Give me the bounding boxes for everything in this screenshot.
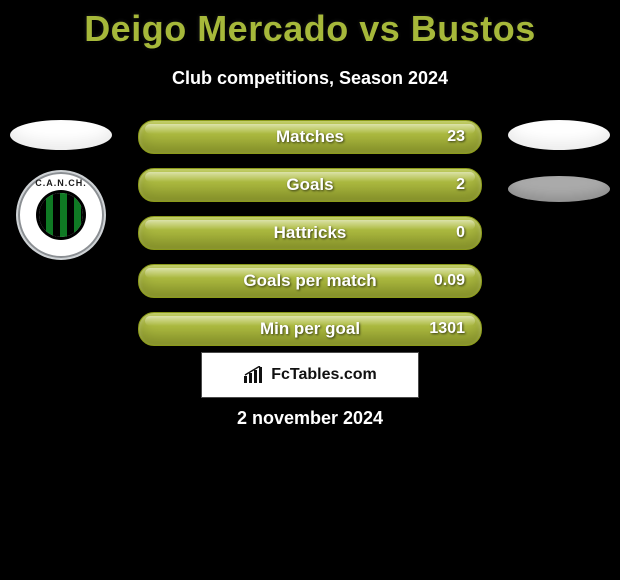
club-badge-stripes — [39, 193, 83, 237]
footer-date: 2 november 2024 — [0, 408, 620, 429]
club-badge-placeholder-right — [508, 176, 610, 202]
watermark: FcTables.com — [201, 352, 419, 398]
stat-bar-matches: Matches 23 — [138, 120, 482, 154]
stat-right-value: 0.09 — [434, 272, 465, 290]
page-subtitle: Club competitions, Season 2024 — [0, 68, 620, 89]
player-photo-placeholder-left — [10, 120, 112, 150]
player-photo-placeholder-right — [508, 120, 610, 150]
stat-label: Goals per match — [243, 271, 376, 291]
stat-label: Hattricks — [274, 223, 347, 243]
watermark-text: FcTables.com — [271, 366, 377, 384]
stat-label: Min per goal — [260, 319, 360, 339]
stat-bar-min-per-goal: Min per goal 1301 — [138, 312, 482, 346]
stats-card: Deigo Mercado vs Bustos Club competition… — [0, 0, 620, 580]
stat-bar-goals-per-match: Goals per match 0.09 — [138, 264, 482, 298]
left-player-column: C.A.N.CH. — [6, 120, 116, 258]
chart-icon — [243, 366, 265, 384]
club-badge-text: C.A.N.CH. — [18, 178, 104, 188]
right-player-column — [504, 120, 614, 202]
page-title: Deigo Mercado vs Bustos — [0, 0, 620, 50]
stat-right-value: 1301 — [429, 320, 465, 338]
stat-right-value: 2 — [456, 176, 465, 194]
stat-right-value: 0 — [456, 224, 465, 242]
stat-bar-hattricks: Hattricks 0 — [138, 216, 482, 250]
club-badge-left: C.A.N.CH. — [18, 172, 104, 258]
stat-right-value: 23 — [447, 128, 465, 146]
stat-bars: Matches 23 Goals 2 Hattricks 0 Goals per… — [138, 120, 482, 346]
stat-label: Goals — [286, 175, 333, 195]
stat-bar-goals: Goals 2 — [138, 168, 482, 202]
stat-label: Matches — [276, 127, 344, 147]
